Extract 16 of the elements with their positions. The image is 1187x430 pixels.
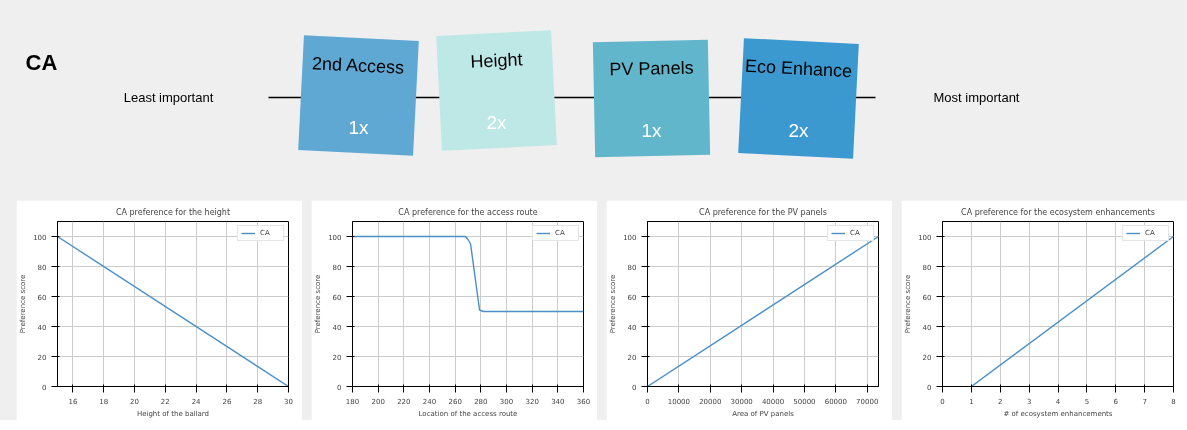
line-series bbox=[352, 235, 584, 313]
text: Least important bbox=[123, 90, 214, 105]
category-label: PV Panels bbox=[609, 57, 694, 80]
category-label: Height bbox=[470, 49, 523, 72]
text: 1x bbox=[641, 120, 662, 141]
chart-title: CA preference for the height bbox=[115, 207, 231, 217]
chart-title: CA preference for the PV panels bbox=[699, 207, 827, 217]
text: CA bbox=[25, 50, 58, 75]
text: 2x bbox=[788, 120, 809, 141]
chart-title: CA preference for the access route bbox=[398, 207, 538, 217]
category-label: Eco Enhance bbox=[744, 55, 853, 82]
text: 2x bbox=[486, 112, 507, 133]
text: 1x bbox=[348, 117, 369, 138]
category-label: 2nd Access bbox=[311, 53, 405, 78]
chart-title: CA preference for the ecosystem enhancements bbox=[961, 207, 1155, 217]
text: Most important bbox=[933, 90, 1020, 105]
